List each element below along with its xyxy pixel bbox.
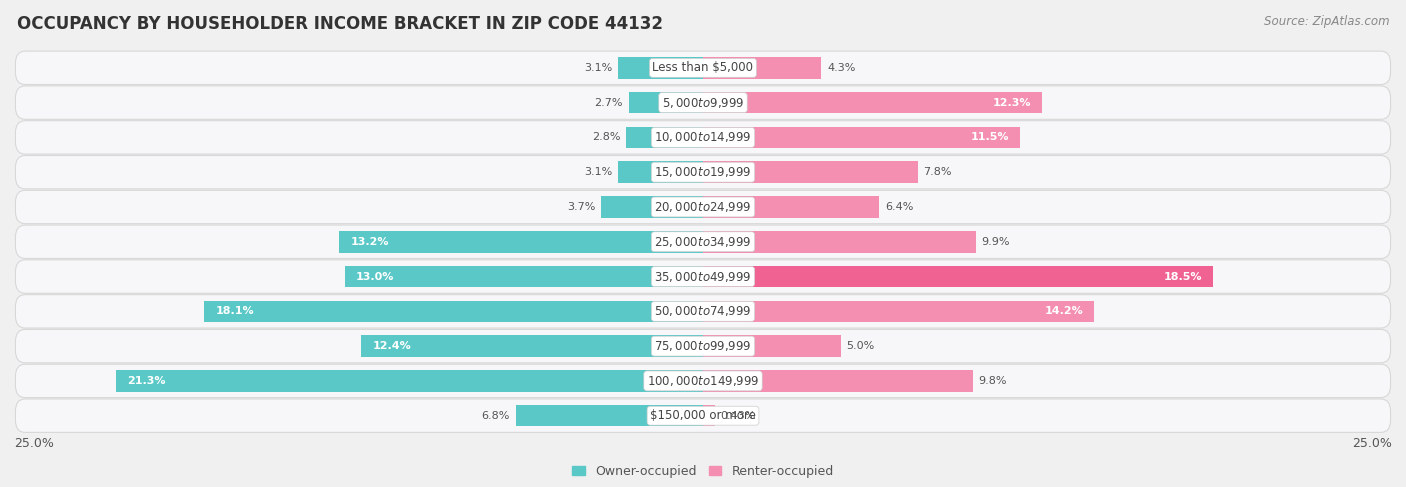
FancyBboxPatch shape bbox=[15, 329, 1391, 363]
FancyBboxPatch shape bbox=[15, 399, 1391, 432]
Bar bbox=[703, 336, 841, 357]
FancyBboxPatch shape bbox=[15, 155, 1391, 189]
Bar bbox=[344, 266, 703, 287]
Text: $35,000 to $49,999: $35,000 to $49,999 bbox=[654, 269, 752, 283]
Bar bbox=[339, 231, 703, 253]
Bar bbox=[703, 405, 714, 427]
Bar bbox=[703, 92, 1042, 113]
Text: 4.3%: 4.3% bbox=[827, 63, 855, 73]
FancyBboxPatch shape bbox=[15, 295, 1391, 328]
Text: 9.9%: 9.9% bbox=[981, 237, 1010, 247]
Bar bbox=[361, 336, 703, 357]
Text: 2.8%: 2.8% bbox=[592, 132, 620, 142]
Text: 3.1%: 3.1% bbox=[583, 63, 612, 73]
Bar bbox=[628, 92, 703, 113]
Text: 12.3%: 12.3% bbox=[993, 97, 1031, 108]
Bar bbox=[703, 127, 1019, 148]
Bar bbox=[617, 161, 703, 183]
Text: 14.2%: 14.2% bbox=[1045, 306, 1083, 317]
Text: 9.8%: 9.8% bbox=[979, 376, 1007, 386]
Text: 11.5%: 11.5% bbox=[970, 132, 1010, 142]
Bar bbox=[516, 405, 703, 427]
Bar bbox=[703, 231, 976, 253]
Text: 18.1%: 18.1% bbox=[215, 306, 254, 317]
Bar bbox=[703, 196, 879, 218]
Text: $20,000 to $24,999: $20,000 to $24,999 bbox=[654, 200, 752, 214]
Text: 0.43%: 0.43% bbox=[720, 411, 756, 421]
Text: 12.4%: 12.4% bbox=[373, 341, 411, 351]
Text: 13.2%: 13.2% bbox=[350, 237, 389, 247]
Bar bbox=[703, 266, 1213, 287]
Text: $50,000 to $74,999: $50,000 to $74,999 bbox=[654, 304, 752, 318]
Bar bbox=[204, 300, 703, 322]
Bar bbox=[617, 57, 703, 78]
Text: 18.5%: 18.5% bbox=[1163, 272, 1202, 281]
FancyBboxPatch shape bbox=[15, 260, 1391, 293]
Text: Source: ZipAtlas.com: Source: ZipAtlas.com bbox=[1264, 15, 1389, 28]
FancyBboxPatch shape bbox=[15, 190, 1391, 224]
Text: $100,000 to $149,999: $100,000 to $149,999 bbox=[647, 374, 759, 388]
FancyBboxPatch shape bbox=[15, 121, 1391, 154]
FancyBboxPatch shape bbox=[15, 364, 1391, 397]
Text: $10,000 to $14,999: $10,000 to $14,999 bbox=[654, 131, 752, 145]
Text: 13.0%: 13.0% bbox=[356, 272, 394, 281]
Text: $150,000 or more: $150,000 or more bbox=[650, 409, 756, 422]
Text: $15,000 to $19,999: $15,000 to $19,999 bbox=[654, 165, 752, 179]
Bar bbox=[703, 57, 821, 78]
Legend: Owner-occupied, Renter-occupied: Owner-occupied, Renter-occupied bbox=[568, 460, 838, 483]
Text: 21.3%: 21.3% bbox=[127, 376, 166, 386]
Text: 3.1%: 3.1% bbox=[583, 167, 612, 177]
Bar bbox=[703, 161, 918, 183]
Bar bbox=[703, 300, 1094, 322]
Text: 7.8%: 7.8% bbox=[924, 167, 952, 177]
Text: Less than $5,000: Less than $5,000 bbox=[652, 61, 754, 75]
Bar bbox=[600, 196, 703, 218]
Text: $5,000 to $9,999: $5,000 to $9,999 bbox=[662, 95, 744, 110]
Text: 3.7%: 3.7% bbox=[567, 202, 596, 212]
Text: $25,000 to $34,999: $25,000 to $34,999 bbox=[654, 235, 752, 249]
Text: 25.0%: 25.0% bbox=[1353, 437, 1392, 450]
Text: 25.0%: 25.0% bbox=[14, 437, 53, 450]
Text: 2.7%: 2.7% bbox=[595, 97, 623, 108]
Text: 6.4%: 6.4% bbox=[884, 202, 914, 212]
FancyBboxPatch shape bbox=[15, 225, 1391, 259]
Text: $75,000 to $99,999: $75,000 to $99,999 bbox=[654, 339, 752, 353]
Text: OCCUPANCY BY HOUSEHOLDER INCOME BRACKET IN ZIP CODE 44132: OCCUPANCY BY HOUSEHOLDER INCOME BRACKET … bbox=[17, 15, 662, 33]
Bar bbox=[117, 370, 703, 392]
Bar bbox=[703, 370, 973, 392]
Text: 6.8%: 6.8% bbox=[482, 411, 510, 421]
Bar bbox=[626, 127, 703, 148]
FancyBboxPatch shape bbox=[15, 51, 1391, 85]
FancyBboxPatch shape bbox=[15, 86, 1391, 119]
Text: 5.0%: 5.0% bbox=[846, 341, 875, 351]
